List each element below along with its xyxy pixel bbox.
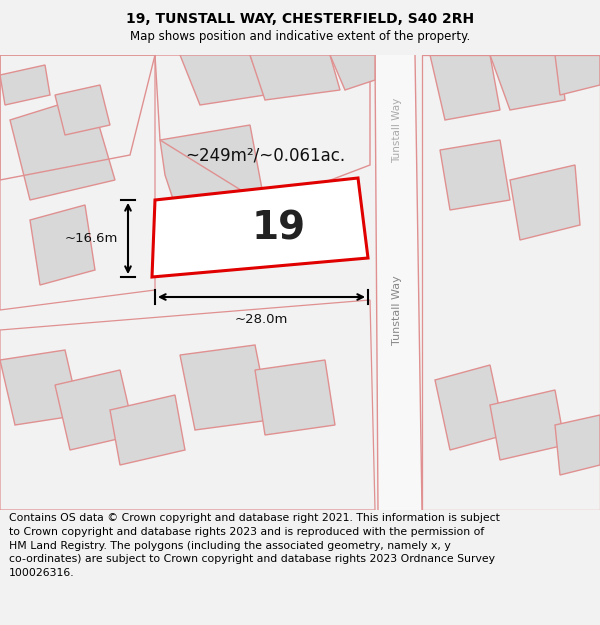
Polygon shape (30, 205, 95, 285)
Polygon shape (152, 178, 368, 277)
Polygon shape (0, 65, 50, 105)
Polygon shape (250, 55, 340, 100)
Polygon shape (555, 415, 600, 475)
Polygon shape (10, 95, 115, 200)
Polygon shape (375, 55, 422, 510)
Polygon shape (55, 370, 135, 450)
Polygon shape (490, 390, 565, 460)
Text: Tunstall Way: Tunstall Way (392, 98, 402, 162)
Text: ~16.6m: ~16.6m (65, 232, 118, 245)
Text: 19, TUNSTALL WAY, CHESTERFIELD, S40 2RH: 19, TUNSTALL WAY, CHESTERFIELD, S40 2RH (126, 12, 474, 26)
Polygon shape (160, 125, 265, 235)
Text: 19: 19 (251, 209, 305, 248)
Polygon shape (330, 55, 375, 90)
Polygon shape (180, 55, 265, 105)
Polygon shape (555, 55, 600, 95)
Text: ~28.0m: ~28.0m (235, 313, 288, 326)
Polygon shape (510, 165, 580, 240)
Text: ~249m²/~0.061ac.: ~249m²/~0.061ac. (185, 146, 345, 164)
Polygon shape (490, 55, 565, 110)
Polygon shape (440, 140, 510, 210)
Polygon shape (0, 350, 80, 425)
Polygon shape (55, 85, 110, 135)
Text: Contains OS data © Crown copyright and database right 2021. This information is : Contains OS data © Crown copyright and d… (9, 514, 500, 578)
Text: Map shows position and indicative extent of the property.: Map shows position and indicative extent… (130, 30, 470, 43)
Text: Tunstall Way: Tunstall Way (392, 275, 402, 345)
Polygon shape (255, 360, 335, 435)
Polygon shape (435, 365, 505, 450)
Polygon shape (110, 395, 185, 465)
Polygon shape (180, 345, 270, 430)
Polygon shape (430, 55, 500, 120)
